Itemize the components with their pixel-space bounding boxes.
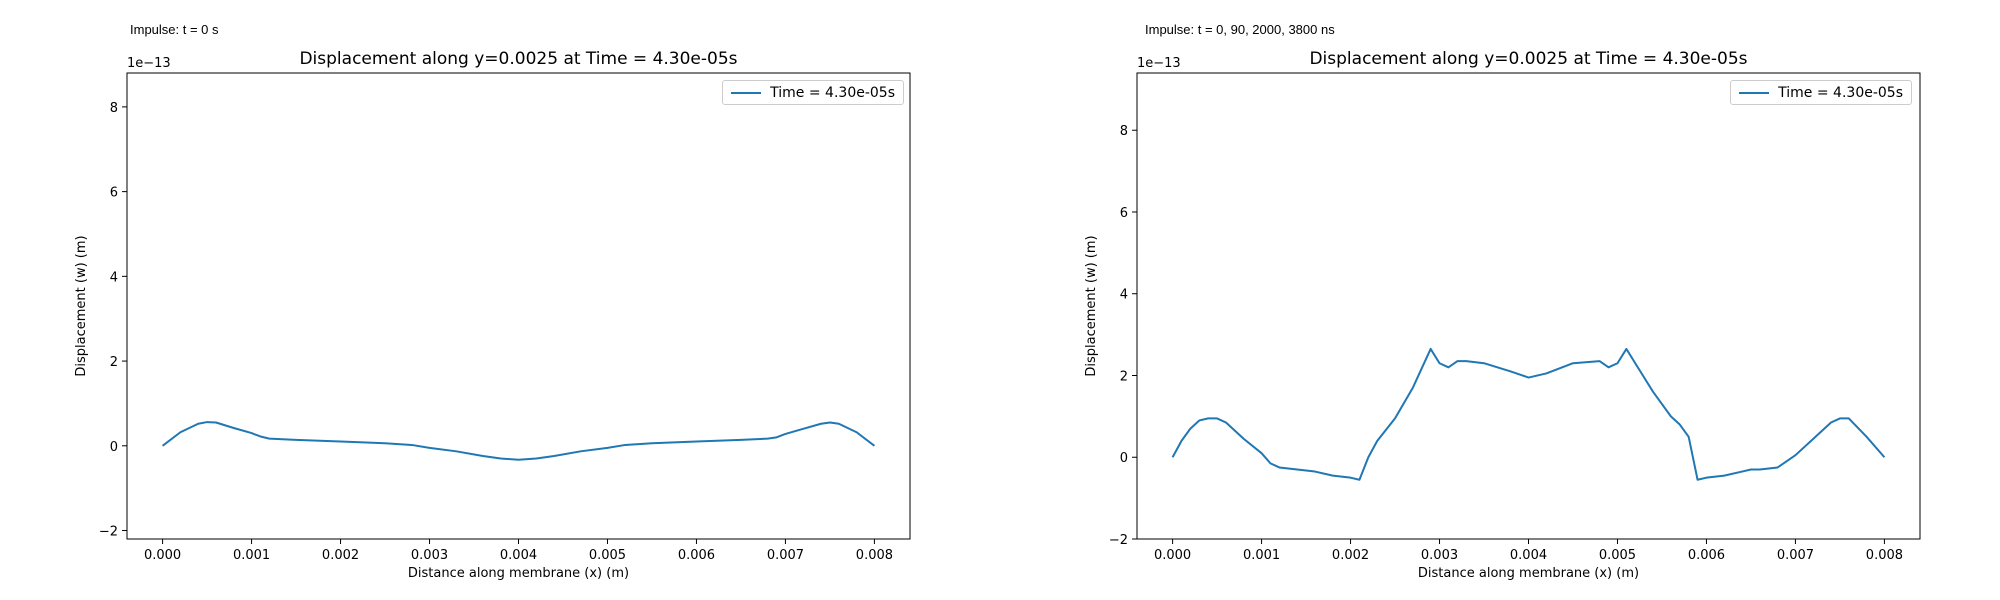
x-tick-label: 0.005 (589, 548, 626, 563)
plot-frame (1136, 72, 1921, 540)
x-tick-label: 0.007 (1777, 548, 1814, 563)
chart-svg: Displacement along y=0.0025 at Time = 4.… (1084, 49, 1921, 581)
y-tick-label: 2 (110, 355, 118, 370)
x-tick-label: 0.005 (1599, 548, 1636, 563)
legend-line-swatch (731, 91, 762, 94)
y-tick-label: 2 (1120, 369, 1128, 384)
y-tick-label: 8 (110, 101, 118, 116)
y-tick-label: 4 (1120, 288, 1128, 303)
x-tick-label: 0.000 (1154, 548, 1191, 563)
series-line (161, 421, 876, 461)
y-tick-label: 6 (110, 186, 118, 201)
series-line (1171, 347, 1886, 481)
x-tick-label: 0.000 (144, 548, 181, 563)
y-tick-label: 6 (1120, 206, 1128, 221)
chart-caption: Impulse: t = 0 s (130, 22, 219, 37)
y-axis-label: Displacement (w) (m) (1084, 235, 1099, 376)
y-offset-text: 1e−13 (1137, 56, 1181, 71)
legend-label: Time = 4.30e-05s (770, 84, 895, 101)
x-tick-label: 0.001 (1243, 548, 1280, 563)
x-tick-label: 0.004 (500, 548, 537, 563)
y-axis-label: Displacement (w) (m) (74, 235, 89, 376)
legend-line-swatch (1739, 91, 1770, 94)
y-tick-label: 0 (110, 440, 118, 455)
chart-svg: Displacement along y=0.0025 at Time = 4.… (74, 49, 911, 581)
plot-frame (126, 72, 911, 540)
x-tick-label: 0.007 (767, 548, 804, 563)
x-tick-label: 0.003 (1421, 548, 1458, 563)
y-tick-label: 8 (1120, 124, 1128, 139)
left-chart: Impulse: t = 0 s Displacement along y=0.… (74, 22, 911, 581)
y-offset-text: 1e−13 (127, 56, 171, 71)
y-tick-label: 4 (110, 270, 118, 285)
y-tick-label: −2 (99, 525, 118, 540)
x-tick-label: 0.002 (322, 548, 359, 563)
x-tick-label: 0.008 (856, 548, 893, 563)
x-tick-label: 0.003 (411, 548, 448, 563)
right-chart: Impulse: t = 0, 90, 2000, 3800 ns Displa… (1000, 0, 2000, 600)
x-axis-label: Distance along membrane (x) (m) (408, 566, 629, 581)
x-axis-label: Distance along membrane (x) (m) (1418, 566, 1639, 581)
chart-caption: Impulse: t = 0, 90, 2000, 3800 ns (1145, 22, 1335, 37)
chart-title: Displacement along y=0.0025 at Time = 4.… (299, 49, 737, 69)
x-tick-label: 0.006 (678, 548, 715, 563)
chart-legend: Time = 4.30e-05s (1730, 80, 1912, 105)
chart-title: Displacement along y=0.0025 at Time = 4.… (1309, 49, 1747, 69)
y-tick-label: 0 (1120, 451, 1128, 466)
x-tick-label: 0.006 (1688, 548, 1725, 563)
chart-legend: Time = 4.30e-05s (722, 80, 904, 105)
x-tick-label: 0.004 (1510, 548, 1547, 563)
legend-label: Time = 4.30e-05s (1778, 84, 1903, 101)
x-tick-label: 0.001 (233, 548, 270, 563)
x-tick-label: 0.008 (1866, 548, 1903, 563)
x-tick-label: 0.002 (1332, 548, 1369, 563)
y-tick-label: −2 (1109, 533, 1128, 548)
